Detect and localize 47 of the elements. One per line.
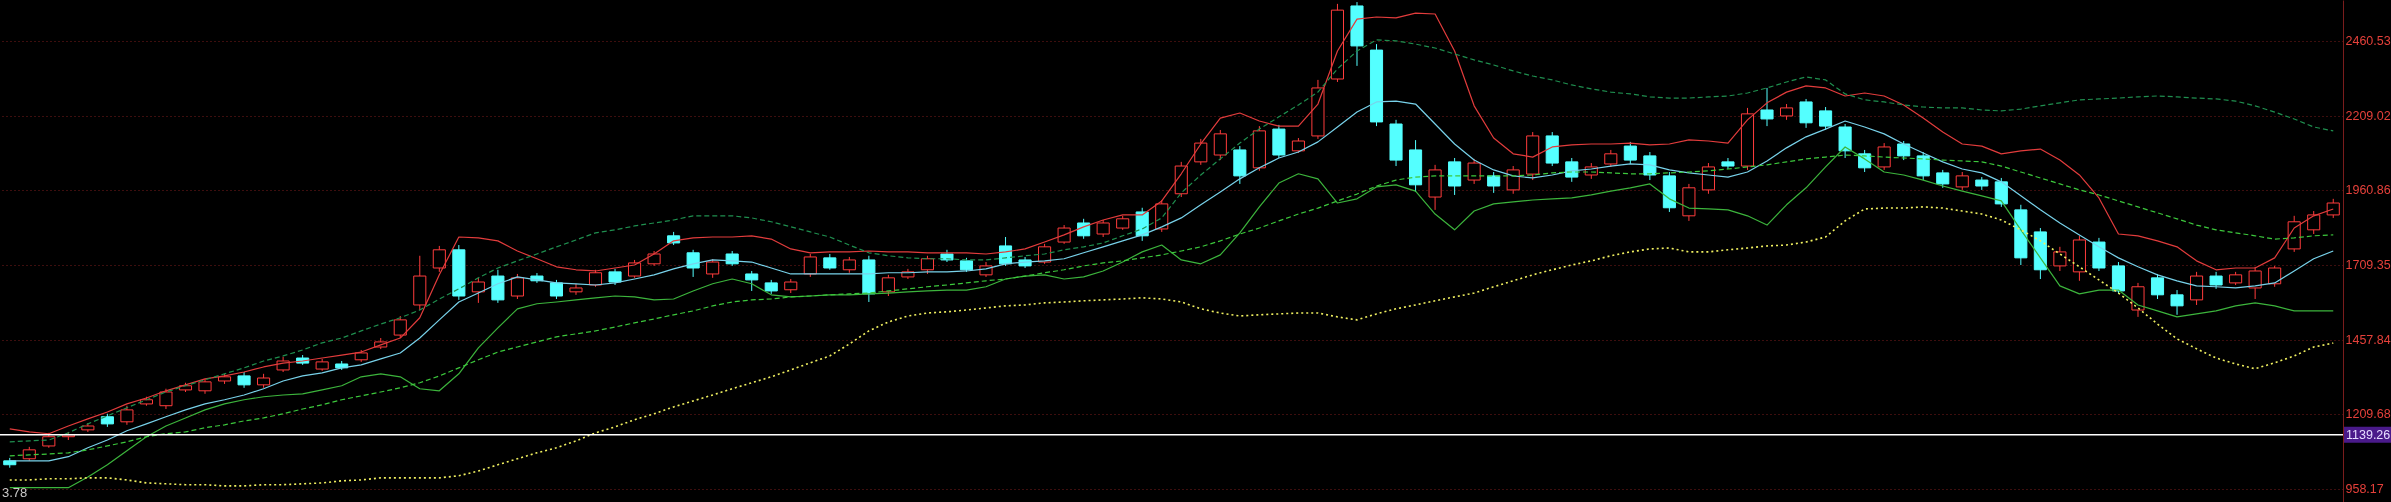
candlestick [803,253,817,278]
candlestick [2326,198,2340,219]
candlestick [1213,129,1227,161]
candlestick [159,388,173,410]
candlestick [1819,106,1833,131]
candlestick [471,277,485,304]
candlestick [1838,123,1852,159]
line-series [9,100,2334,462]
candlestick [2131,282,2145,318]
candlestick [549,279,564,300]
candlestick [1994,177,2008,208]
y-tick-label: 1709.35 [2345,258,2391,273]
ref-line-label: 1139.26 [2346,427,2391,442]
candlestick [920,255,934,275]
candlestick [2248,266,2262,300]
candlestick [432,245,446,273]
candlestick [2268,265,2282,288]
candlestick [2190,271,2204,306]
y-tick-label: 1457.84 [2345,333,2391,348]
candlestick [1760,87,1774,127]
line-series [8,206,2335,487]
candlestick [1467,158,1481,185]
candlestick [745,270,759,292]
y-tick-label: 1960.86 [2345,183,2391,198]
y-tick-label: 958.17 [2345,482,2384,497]
candlestick [491,269,505,304]
candlestick [1701,162,1715,195]
candlestick [1194,138,1208,166]
candlestick [2170,289,2184,316]
y-tick-label: 2209.02 [2345,109,2391,124]
candlestick [510,273,524,300]
candlestick [2053,246,2067,272]
candlestick [686,249,700,278]
annotation: 3.78 [2,485,28,500]
candlestick [1506,165,1520,195]
candlestick [1487,171,1501,194]
y-tick-label: 2460.53 [2345,34,2391,49]
candlestick [393,315,407,339]
candlestick [120,405,134,426]
candlestick [1057,224,1071,245]
candlestick [569,283,583,296]
candlestick [1897,140,1911,161]
candlestick [2150,273,2165,300]
candlestick [1916,151,1930,181]
candlestick [1877,142,1891,171]
candlestick [1799,98,1813,129]
y-tick-label: 1209.68 [2345,407,2391,422]
